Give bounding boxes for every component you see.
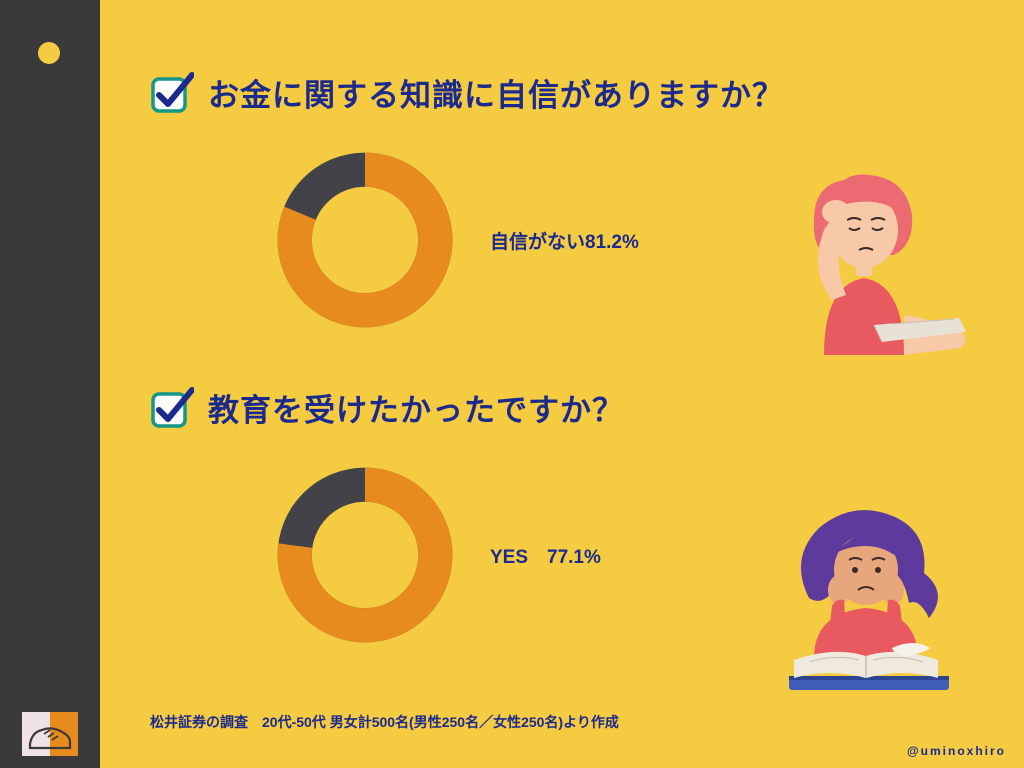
chart-label-1: 自信がない81.2%: [490, 227, 639, 254]
donut-chart-1: [270, 145, 460, 335]
heading-2: 教育を受けたかったですか？: [208, 385, 624, 430]
main-content: お金に関する知識に自信がありますか？ 自信がない81.2%: [100, 0, 1024, 768]
accent-dot: [38, 42, 60, 64]
sidebar: [0, 0, 100, 768]
handle-text: @uminoxhiro: [907, 744, 1006, 758]
chart-label-2: YES 77.1%: [490, 542, 601, 569]
heading-row-2: 教育を受けたかったですか？: [150, 385, 984, 430]
worried-woman-illustration: [754, 160, 984, 360]
pensive-woman-illustration: [754, 498, 974, 698]
source-text: 松井証券の調査 20代-50代 男女計500名(男性250名／女性250名)より…: [150, 712, 619, 732]
checkbox-icon: [150, 71, 194, 115]
heading-row-1: お金に関する知識に自信がありますか？: [150, 70, 984, 115]
donut-chart-2: [270, 460, 460, 650]
shoe-badge-icon: [22, 712, 78, 756]
checkbox-icon: [150, 386, 194, 430]
heading-1: お金に関する知識に自信がありますか？: [208, 70, 784, 115]
